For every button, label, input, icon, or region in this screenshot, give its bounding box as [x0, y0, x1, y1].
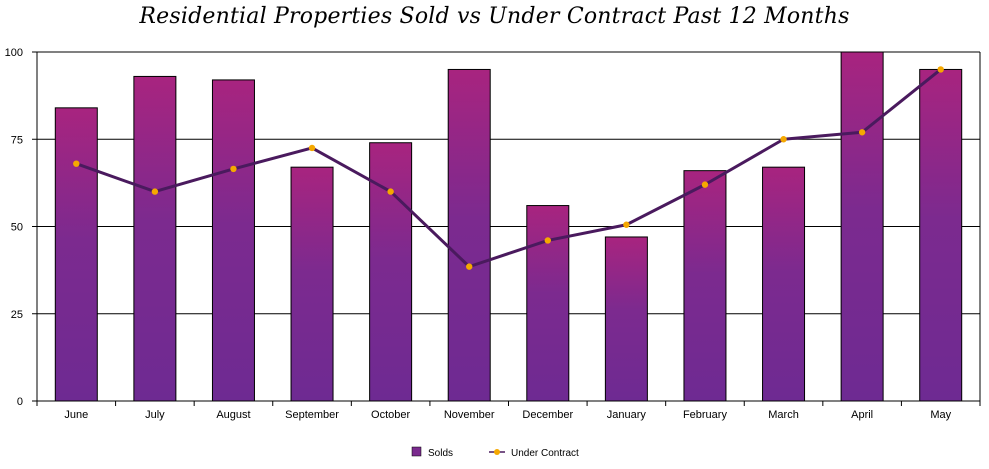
x-tick-label-june: June — [64, 409, 88, 421]
bar-solds-august — [211, 79, 255, 402]
chart-title: Residential Properties Sold vs Under Con… — [139, 4, 850, 29]
axes — [32, 51, 981, 406]
legend-marker-under-contract — [494, 449, 500, 455]
y-tick-label: 50 — [11, 222, 23, 234]
y-tick-label: 75 — [11, 134, 23, 146]
line-under-contract — [73, 66, 944, 270]
bar-solds-march — [762, 166, 806, 402]
x-tick-label-october: October — [371, 409, 410, 421]
bar-solds-may — [919, 68, 963, 402]
bar-solds-january — [604, 236, 648, 402]
x-tick-label-may: May — [930, 409, 951, 421]
x-tick-label-february: February — [683, 409, 728, 421]
bar-solds-november — [447, 68, 491, 402]
bar-solds-october — [369, 142, 413, 402]
point-under-contract-december — [544, 237, 551, 244]
point-under-contract-november — [466, 263, 473, 270]
y-tick-label: 0 — [17, 396, 23, 408]
point-under-contract-july — [151, 188, 159, 195]
point-under-contract-september — [308, 144, 316, 152]
bar-solds-april — [840, 51, 884, 402]
legend-swatch-solds — [411, 446, 422, 457]
point-under-contract-april — [858, 129, 866, 136]
bar-solds-december — [526, 205, 570, 402]
x-tick-label-september: September — [285, 409, 339, 421]
point-under-contract-february — [701, 181, 709, 188]
point-under-contract-october — [387, 188, 394, 195]
point-under-contract-may — [937, 66, 944, 73]
legend: Solds Under Contract — [411, 446, 579, 459]
x-tick-label-april: April — [851, 409, 873, 421]
bar-solds-september — [290, 166, 334, 402]
bar-solds-july — [133, 75, 177, 402]
line-under-contract-path — [74, 67, 943, 269]
bar-solds-june — [54, 107, 98, 402]
x-tick-label-january: January — [607, 409, 647, 421]
legend-label-solds: Solds — [428, 448, 453, 459]
x-tick-label-march: March — [768, 409, 799, 421]
point-under-contract-august — [230, 165, 237, 173]
x-tick-label-august: August — [216, 409, 250, 421]
point-under-contract-march — [780, 136, 787, 143]
x-tick-label-july: July — [145, 409, 165, 421]
legend-label-under-contract: Under Contract — [511, 448, 579, 459]
x-tick-label-december: December — [522, 409, 573, 421]
tick-labels: 0 25 50 75 100 June July August September October… — [5, 47, 952, 421]
x-tick-label-november: November — [444, 409, 495, 421]
point-under-contract-january — [623, 221, 630, 228]
y-tick-label: 100 — [5, 47, 23, 59]
point-under-contract-june — [73, 160, 80, 167]
bar-solds-february — [683, 170, 727, 402]
gridlines — [37, 51, 980, 315]
y-tick-label: 25 — [11, 309, 23, 321]
bars-solds — [54, 51, 963, 402]
